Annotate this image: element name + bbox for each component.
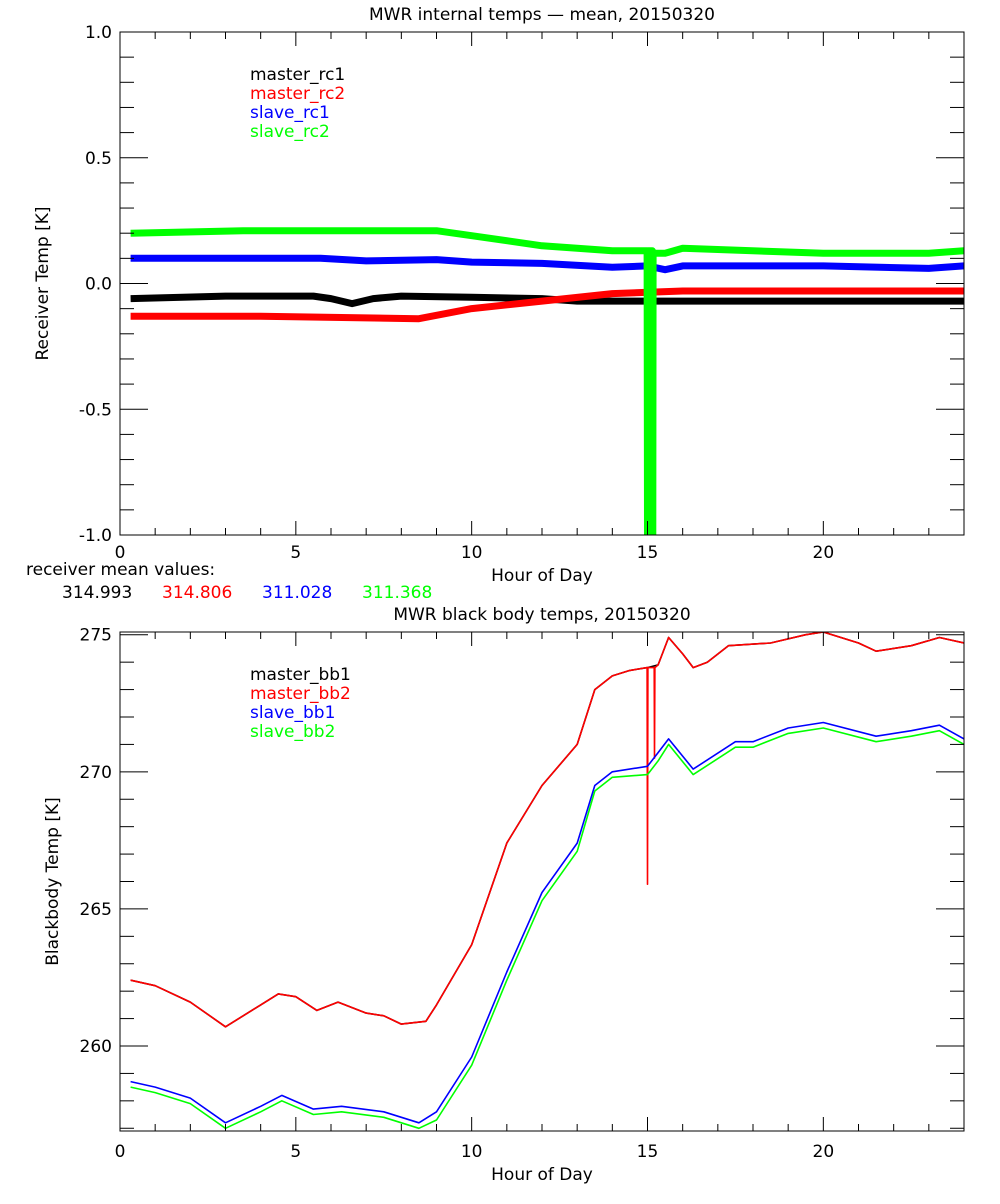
series-line-master_bb2	[130, 632, 964, 1028]
x-tick-label: 5	[290, 543, 301, 563]
y-axis-label: Blackbody Temp [K]	[43, 797, 63, 966]
x-tick-label: 0	[115, 543, 126, 563]
legend-entry-slave_bb2: slave_bb2	[250, 722, 335, 742]
legend-entry-slave_rc2: slave_rc2	[250, 122, 330, 142]
x-tick-label: 20	[813, 543, 835, 563]
series-line-slave_bb1	[130, 721, 964, 1124]
y-tick-label: -1.0	[79, 526, 112, 546]
y-tick-label: 0.5	[85, 149, 112, 169]
x-tick-label: 15	[637, 1142, 659, 1162]
annotation-value: 314.993	[62, 583, 132, 603]
plot-frame	[119, 31, 965, 536]
y-tick-label: 265	[80, 900, 112, 920]
legend-entry-master_rc2: master_rc2	[250, 84, 345, 104]
x-tick-label: 10	[461, 1142, 483, 1162]
annotation-value: 311.368	[362, 583, 432, 603]
series-line-slave_bb2	[130, 727, 964, 1130]
series-line-master_rc2	[130, 287, 964, 323]
y-tick-label: 275	[80, 626, 112, 646]
x-tick-label: 5	[290, 1142, 301, 1162]
legend-entry-master_rc1: master_rc1	[250, 65, 345, 85]
y-tick-label: 260	[80, 1037, 112, 1057]
legend-entry-master_bb2: master_bb2	[250, 684, 351, 704]
series-line-master_rc1	[130, 292, 964, 308]
y-tick-label: -0.5	[79, 400, 112, 420]
y-tick-label: 0.0	[85, 275, 112, 295]
chart-title: MWR internal temps — mean, 20150320	[369, 5, 715, 25]
annotation-value: 311.028	[262, 583, 332, 603]
annotation-label: receiver mean values:	[26, 560, 215, 580]
x-tick-label: 10	[461, 543, 483, 563]
chart-title: MWR black body temps, 20150320	[393, 605, 690, 625]
x-axis-label: Hour of Day	[491, 1165, 593, 1185]
legend-entry-master_bb1: master_bb1	[250, 665, 351, 685]
y-tick-label: 270	[80, 763, 112, 783]
x-tick-label: 0	[115, 1142, 126, 1162]
x-tick-label: 15	[637, 543, 659, 563]
x-axis-label: Hour of Day	[491, 566, 593, 586]
series-line-slave_rc2	[130, 227, 964, 535]
y-tick-label: 1.0	[85, 23, 112, 43]
legend-entry-slave_rc1: slave_rc1	[250, 103, 330, 123]
annotation-value: 314.806	[162, 583, 232, 603]
y-axis-label: Receiver Temp [K]	[33, 206, 53, 360]
legend-entry-slave_bb1: slave_bb1	[250, 703, 335, 723]
x-tick-label: 20	[813, 1142, 835, 1162]
series-line-slave_rc1	[130, 254, 964, 274]
plot-frame	[119, 631, 965, 1132]
